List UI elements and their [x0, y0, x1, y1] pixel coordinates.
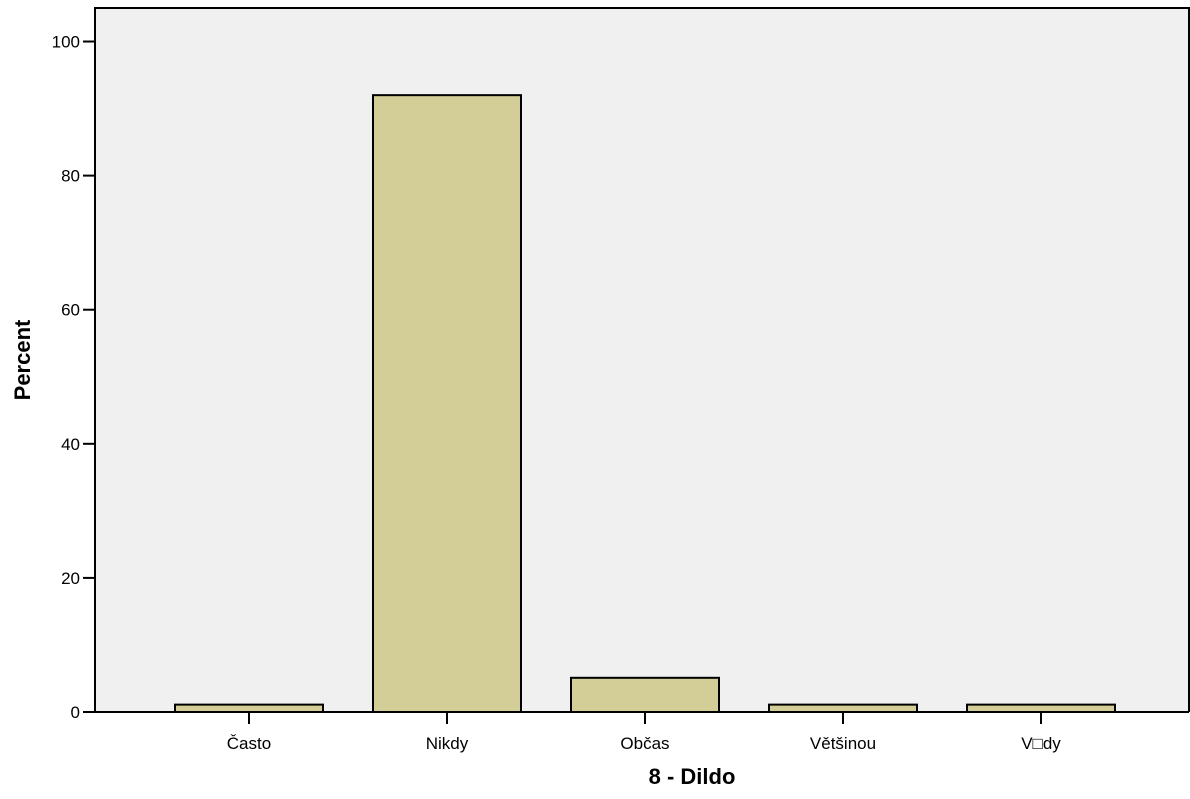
x-tick-label: Většinou — [810, 734, 876, 753]
bars-group — [174, 94, 1116, 714]
y-axis-title: Percent — [10, 319, 35, 400]
x-axis: Často Nikdy Občas Většinou V□dy — [95, 711, 1189, 753]
x-tick-label: Nikdy — [426, 734, 469, 753]
plot-frame — [94, 7, 1190, 712]
bar-4 — [966, 703, 1116, 713]
bar-3 — [768, 703, 918, 713]
bar-2 — [570, 676, 720, 714]
y-tick-label: 20 — [61, 569, 80, 588]
x-tick-label: Občas — [620, 734, 669, 753]
y-tick-label: 100 — [52, 33, 80, 52]
x-tick-label: V□dy — [1021, 734, 1061, 753]
y-tick-label: 60 — [61, 301, 80, 320]
x-axis-title: 8 - Dildo — [649, 764, 736, 789]
x-tick-label: Často — [227, 734, 271, 753]
bar-0 — [174, 703, 324, 713]
y-tick-label: 80 — [61, 167, 80, 186]
bar-1 — [372, 94, 522, 713]
y-tick-label: 40 — [61, 435, 80, 454]
plot-area — [95, 8, 1189, 712]
y-tick-label: 0 — [71, 703, 80, 722]
y-axis: 0 20 40 60 80 100 — [52, 7, 1190, 722]
